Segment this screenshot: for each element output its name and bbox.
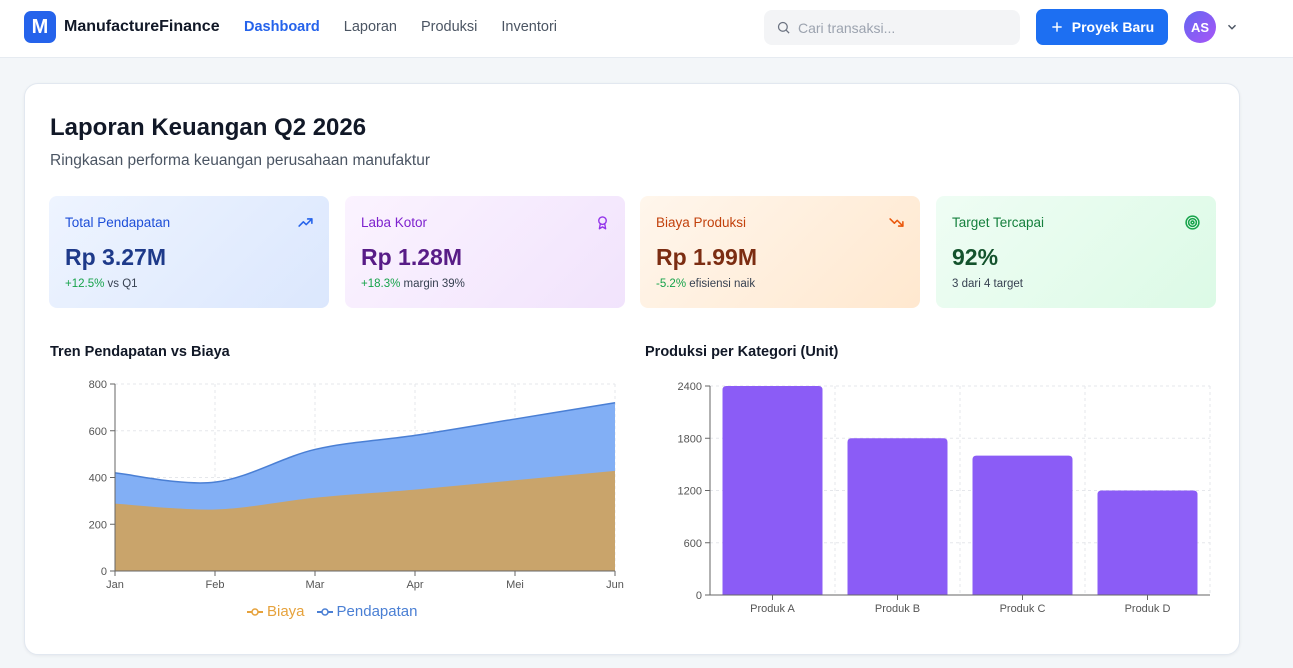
bar-produk-a bbox=[722, 386, 823, 595]
y-tick-label: 1800 bbox=[678, 433, 702, 445]
y-tick-label: 0 bbox=[696, 590, 702, 602]
stat-card-total-pendapatan[interactable]: Total Pendapatan Rp 3.27M +12.5% vs Q1 bbox=[49, 196, 329, 308]
chevron-down-icon[interactable] bbox=[1225, 20, 1239, 34]
search-input[interactable] bbox=[798, 10, 1013, 45]
x-tick-label: Apr bbox=[406, 579, 423, 591]
x-tick-label: Mar bbox=[306, 579, 325, 591]
y-tick-label: 200 bbox=[89, 519, 107, 531]
nav-produksi[interactable]: Produksi bbox=[420, 19, 478, 35]
app-name[interactable]: ManufactureFinance bbox=[64, 18, 220, 35]
nav-inventori[interactable]: Inventori bbox=[501, 19, 558, 35]
line-pendapatan bbox=[114, 401, 616, 484]
legend-label: Biaya bbox=[267, 603, 305, 620]
legend-marker-icon bbox=[316, 607, 333, 616]
stat-value: Rp 1.28M bbox=[361, 244, 462, 270]
stat-note: 3 dari 4 target bbox=[952, 278, 1023, 290]
stat-note-text: margin 39% bbox=[403, 278, 465, 290]
stat-note: +18.3% margin 39% bbox=[361, 278, 465, 290]
y-tick-label: 400 bbox=[89, 473, 107, 485]
y-tick-label: 600 bbox=[89, 426, 107, 438]
x-tick-label: Mei bbox=[506, 579, 524, 591]
report-card: Laporan Keuangan Q2 2026 Ringkasan perfo… bbox=[24, 83, 1240, 655]
legend-marker-icon bbox=[247, 607, 263, 616]
trending-down-icon bbox=[889, 218, 904, 227]
bar-chart: 0 600 1200 1800 2400 Produk A Produk B Produk C… bbox=[678, 381, 1211, 615]
y-tick-label: 2400 bbox=[678, 381, 702, 393]
search-icon bbox=[777, 21, 790, 34]
stat-card-laba-kotor[interactable]: Laba Kotor Rp 1.28M +18.3% margin 39% bbox=[345, 196, 625, 308]
stat-delta: -5.2% bbox=[656, 278, 687, 290]
trending-up-icon bbox=[298, 218, 313, 227]
page-subtitle: Ringkasan performa keuangan perusahaan m… bbox=[50, 152, 430, 169]
stat-delta: +18.3% bbox=[361, 278, 401, 290]
x-tick-label: Feb bbox=[206, 579, 225, 591]
page-title: Laporan Keuangan Q2 2026 bbox=[50, 114, 367, 141]
stat-label: Total Pendapatan bbox=[65, 215, 171, 230]
area-biaya bbox=[115, 471, 615, 571]
stat-label: Target Tercapai bbox=[952, 215, 1045, 230]
user-avatar[interactable]: AS bbox=[1184, 11, 1216, 43]
plus-icon bbox=[1052, 22, 1062, 32]
target-icon bbox=[1185, 215, 1200, 230]
stat-card-biaya-produksi[interactable]: Biaya Produksi Rp 1.99M -5.2% efisiensi … bbox=[640, 196, 920, 308]
x-tick-label: Produk B bbox=[875, 603, 920, 615]
bar-produk-c bbox=[972, 455, 1073, 595]
stat-note: -5.2% efisiensi naik bbox=[656, 278, 755, 290]
x-tick-label: Produk D bbox=[1125, 603, 1171, 615]
award-icon bbox=[598, 216, 607, 230]
nav-dashboard[interactable]: Dashboard bbox=[244, 19, 320, 35]
bar-chart-title: Produksi per Kategori (Unit) bbox=[645, 344, 839, 360]
stat-value: 92% bbox=[952, 244, 999, 270]
stat-note-text: efisiensi naik bbox=[689, 278, 756, 290]
legend-item-pendapatan[interactable]: Pendapatan bbox=[316, 603, 418, 620]
new-project-button[interactable]: Proyek Baru bbox=[1036, 9, 1168, 45]
legend-label: Pendapatan bbox=[336, 603, 418, 620]
stat-note: +12.5% vs Q1 bbox=[65, 278, 138, 290]
line-biaya bbox=[114, 470, 616, 512]
stat-delta: +12.5% bbox=[65, 278, 105, 290]
y-tick-label: 0 bbox=[101, 566, 107, 578]
x-tick-label: Produk A bbox=[750, 603, 795, 615]
x-tick-label: Jan bbox=[106, 579, 124, 591]
area-chart: 0 200 400 600 800 Jan Feb Mar Apr Mei Jun bbox=[89, 379, 624, 591]
bar-produk-d bbox=[1097, 490, 1198, 595]
app-logo[interactable]: M bbox=[24, 11, 56, 43]
bar-produk-b bbox=[847, 438, 948, 595]
main-nav: Dashboard Laporan Produksi Inventori bbox=[244, 19, 557, 35]
stat-note-text: vs Q1 bbox=[107, 278, 138, 290]
y-tick-label: 1200 bbox=[678, 486, 702, 498]
stat-label: Laba Kotor bbox=[361, 215, 428, 230]
top-navbar: M ManufactureFinance Dashboard Laporan P… bbox=[0, 0, 1293, 58]
new-project-label: Proyek Baru bbox=[1071, 19, 1155, 35]
x-tick-label: Jun bbox=[606, 579, 624, 591]
y-tick-label: 600 bbox=[684, 538, 702, 550]
stat-card-target-tercapai[interactable]: Target Tercapai 92% 3 dari 4 target bbox=[936, 196, 1216, 308]
nav-laporan[interactable]: Laporan bbox=[343, 19, 397, 35]
area-chart-legend: Biaya Pendapatan bbox=[247, 603, 417, 620]
y-tick-label: 800 bbox=[89, 379, 107, 391]
stat-value: Rp 3.27M bbox=[65, 244, 166, 270]
stat-value: Rp 1.99M bbox=[656, 244, 757, 270]
search-box bbox=[764, 10, 1020, 45]
stat-label: Biaya Produksi bbox=[656, 215, 747, 230]
x-tick-label: Produk C bbox=[1000, 603, 1046, 615]
legend-item-biaya[interactable]: Biaya bbox=[247, 603, 305, 620]
area-chart-title: Tren Pendapatan vs Biaya bbox=[50, 344, 230, 360]
